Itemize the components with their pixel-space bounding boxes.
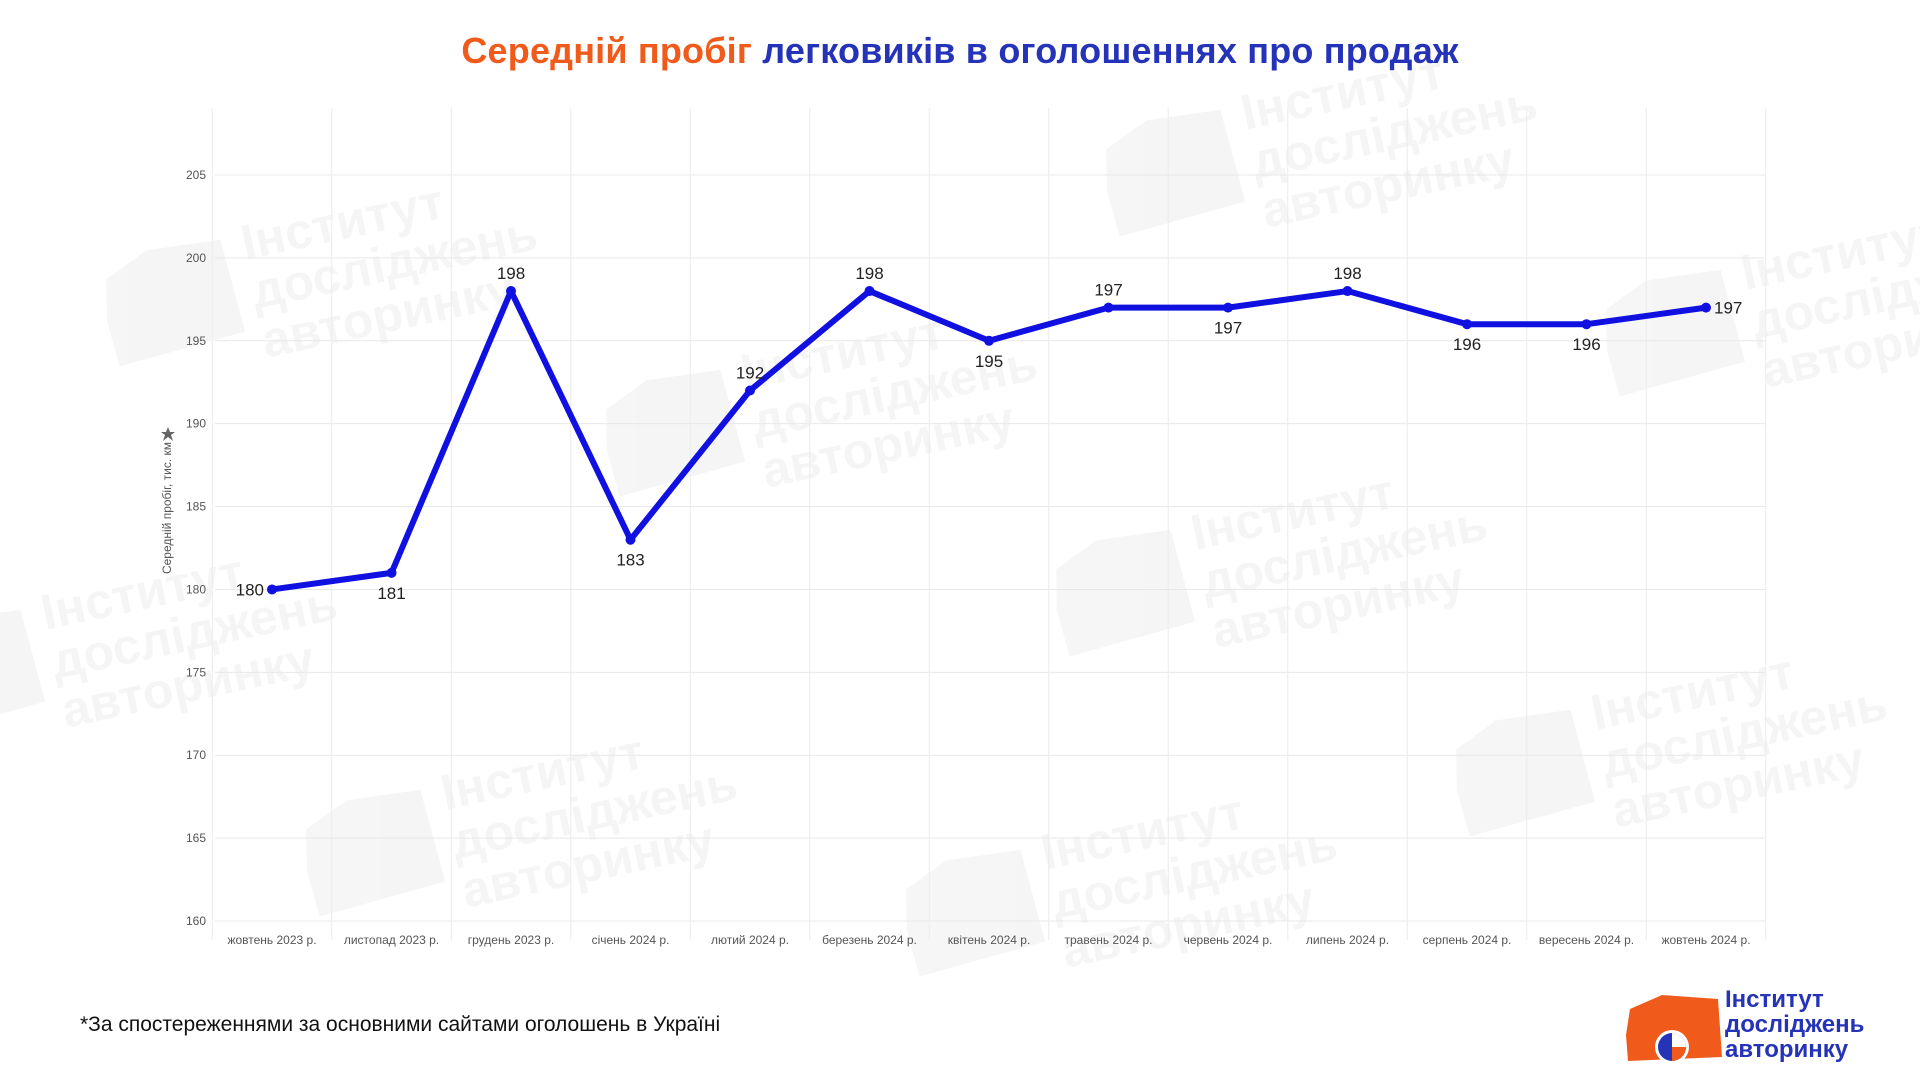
y-axis-label-icon — [161, 427, 175, 441]
data-label: 197 — [1094, 281, 1122, 300]
data-label: 181 — [377, 584, 405, 603]
y-axis: 160 165 170 175 180 185 190 195 200 205 — [186, 168, 206, 928]
x-tick-label: березень 2024 р. — [822, 933, 917, 947]
y-tick-label: 185 — [186, 500, 206, 514]
x-tick-label: липень 2024 р. — [1306, 933, 1389, 947]
data-point — [267, 584, 277, 595]
chart-grid — [211, 108, 1767, 940]
logo-line-2: досліджень — [1725, 1011, 1865, 1038]
data-point — [1581, 319, 1592, 330]
series-layer — [267, 286, 1711, 595]
logo-text: Інститут досліджень авторинку — [1725, 987, 1864, 1062]
y-tick-label: 205 — [186, 168, 206, 182]
x-tick-label: грудень 2023 р. — [468, 933, 554, 947]
data-label: 192 — [736, 364, 764, 383]
data-label: 196 — [1572, 335, 1600, 354]
x-tick-label: червень 2024 р. — [1184, 933, 1273, 947]
data-label: 198 — [497, 264, 525, 283]
x-tick-label: січень 2024 р. — [592, 933, 670, 947]
data-point — [1223, 302, 1233, 313]
x-tick-label: жовтень 2023 р. — [227, 933, 316, 947]
y-tick-label: 195 — [186, 334, 206, 348]
data-label: 197 — [1714, 299, 1742, 318]
data-label: 180 — [236, 580, 264, 599]
x-tick-label: квітень 2024 р. — [948, 933, 1031, 947]
data-point — [984, 335, 994, 346]
institute-logo-icon — [1626, 995, 1722, 1064]
data-point — [386, 567, 397, 578]
x-tick-label: вересень 2024 р. — [1539, 933, 1634, 947]
x-tick-label: листопад 2023 р. — [344, 933, 439, 947]
y-tick-label: 175 — [186, 665, 206, 679]
data-point — [506, 286, 516, 297]
data-label: 183 — [616, 551, 644, 570]
footnote: *За спостереженнями за основними сайтами… — [80, 1013, 721, 1036]
x-tick-label: лютий 2024 р. — [711, 933, 789, 947]
data-point — [1701, 302, 1711, 313]
data-label: 195 — [975, 352, 1003, 371]
data-label: 197 — [1214, 319, 1242, 338]
y-tick-label: 165 — [186, 831, 206, 845]
y-tick-label: 180 — [186, 582, 206, 596]
data-point — [1342, 286, 1353, 297]
chart-title-accent: Середній пробіг — [461, 30, 753, 71]
chart-title: Середній пробіг легковиків в оголошеннях… — [0, 30, 1920, 72]
x-tick-label: травень 2024 р. — [1064, 933, 1152, 947]
data-point — [1462, 319, 1472, 330]
y-tick-label: 200 — [186, 251, 206, 265]
x-axis: жовтень 2023 р. листопад 2023 р. грудень 2… — [227, 933, 1750, 947]
y-tick-label: 170 — [186, 748, 206, 762]
chart-title-main: легковиків в оголошеннях про продаж — [762, 30, 1459, 71]
data-point — [1103, 302, 1114, 313]
x-tick-label: серпень 2024 р. — [1423, 933, 1512, 947]
data-label: 198 — [855, 264, 883, 283]
data-point — [864, 286, 875, 297]
data-label: 196 — [1453, 335, 1481, 354]
data-labels: 180 181 198 183 192 198 195 197 197 198 196 196 197 — [236, 264, 1743, 603]
logo-line-1: Інститут — [1725, 986, 1824, 1013]
data-point — [625, 534, 636, 545]
y-axis-label: Середній пробіг, тис. км — [160, 442, 174, 574]
data-point — [745, 385, 755, 396]
x-tick-label: жовтень 2024 р. — [1661, 933, 1750, 947]
data-label: 198 — [1333, 264, 1361, 283]
y-tick-label: 190 — [186, 417, 206, 431]
y-tick-label: 160 — [186, 914, 206, 928]
logo-line-3: авторинку — [1725, 1036, 1849, 1063]
